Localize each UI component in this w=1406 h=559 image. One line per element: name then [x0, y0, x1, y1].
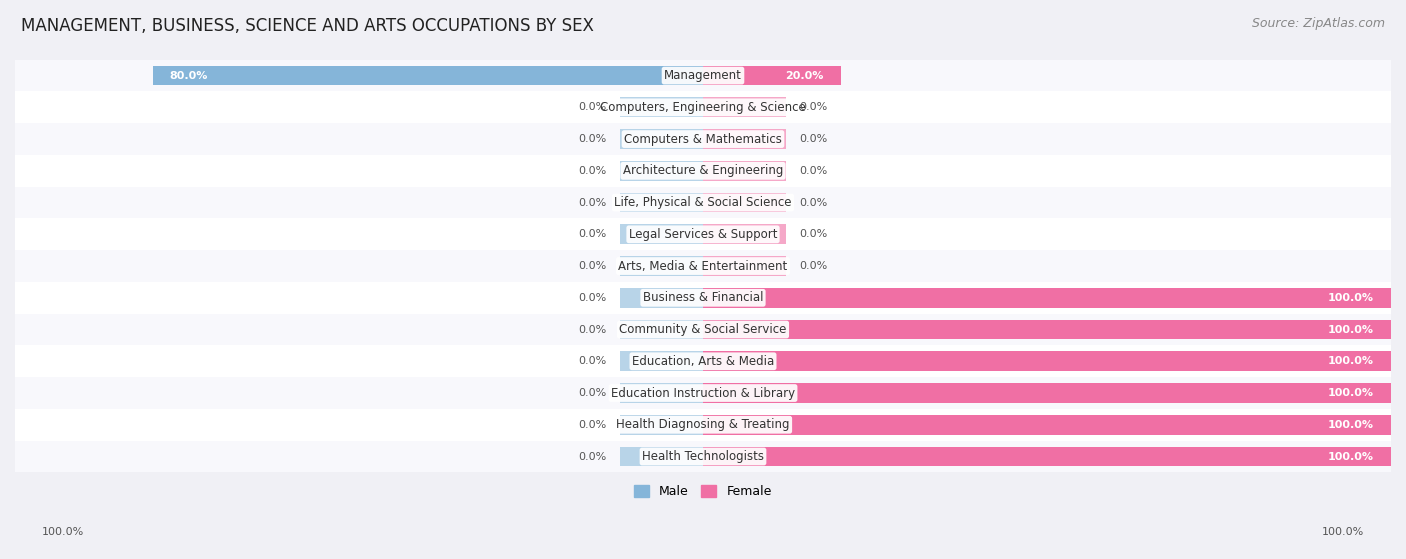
Text: Computers & Mathematics: Computers & Mathematics — [624, 132, 782, 145]
Bar — [15, 92, 1391, 123]
Text: 20.0%: 20.0% — [785, 70, 824, 80]
Text: 100.0%: 100.0% — [1327, 388, 1374, 398]
Bar — [703, 225, 786, 244]
Bar — [15, 60, 1391, 92]
Bar — [703, 352, 1391, 371]
Text: 100.0%: 100.0% — [1327, 325, 1374, 334]
Bar — [15, 250, 1391, 282]
Text: Legal Services & Support: Legal Services & Support — [628, 228, 778, 241]
Text: Business & Financial: Business & Financial — [643, 291, 763, 304]
Text: 0.0%: 0.0% — [578, 356, 606, 366]
Text: 0.0%: 0.0% — [800, 102, 828, 112]
Bar — [703, 256, 786, 276]
Text: Health Technologists: Health Technologists — [643, 450, 763, 463]
Text: 100.0%: 100.0% — [42, 527, 84, 537]
Text: 0.0%: 0.0% — [800, 134, 828, 144]
Text: 0.0%: 0.0% — [800, 166, 828, 176]
Bar — [703, 161, 786, 181]
Bar — [15, 187, 1391, 219]
Text: Education, Arts & Media: Education, Arts & Media — [631, 355, 775, 368]
Text: 0.0%: 0.0% — [578, 166, 606, 176]
Text: 100.0%: 100.0% — [1327, 293, 1374, 303]
Text: Source: ZipAtlas.com: Source: ZipAtlas.com — [1251, 17, 1385, 30]
Text: 0.0%: 0.0% — [578, 102, 606, 112]
Text: 0.0%: 0.0% — [578, 388, 606, 398]
Bar — [15, 219, 1391, 250]
Text: 100.0%: 100.0% — [1327, 452, 1374, 462]
Text: Computers, Engineering & Science: Computers, Engineering & Science — [600, 101, 806, 114]
Text: 0.0%: 0.0% — [578, 325, 606, 334]
Bar — [620, 225, 703, 244]
Bar — [620, 161, 703, 181]
Text: Community & Social Service: Community & Social Service — [619, 323, 787, 336]
Text: 0.0%: 0.0% — [578, 229, 606, 239]
Text: Arts, Media & Entertainment: Arts, Media & Entertainment — [619, 259, 787, 273]
Bar — [15, 282, 1391, 314]
Bar — [15, 377, 1391, 409]
Bar — [620, 415, 703, 434]
Bar — [703, 383, 1391, 403]
Bar — [620, 193, 703, 212]
Bar — [703, 97, 786, 117]
Text: Health Diagnosing & Treating: Health Diagnosing & Treating — [616, 418, 790, 431]
Bar — [620, 97, 703, 117]
Bar — [620, 288, 703, 307]
Text: 0.0%: 0.0% — [578, 293, 606, 303]
Bar — [703, 447, 1391, 466]
Bar — [703, 415, 1391, 434]
Bar — [703, 288, 1391, 307]
Bar — [15, 345, 1391, 377]
Text: 0.0%: 0.0% — [800, 261, 828, 271]
Bar — [620, 256, 703, 276]
Text: Life, Physical & Social Science: Life, Physical & Social Science — [614, 196, 792, 209]
Text: 0.0%: 0.0% — [800, 197, 828, 207]
Bar — [153, 66, 703, 86]
Text: 0.0%: 0.0% — [578, 261, 606, 271]
Text: 0.0%: 0.0% — [578, 197, 606, 207]
Bar — [620, 383, 703, 403]
Text: MANAGEMENT, BUSINESS, SCIENCE AND ARTS OCCUPATIONS BY SEX: MANAGEMENT, BUSINESS, SCIENCE AND ARTS O… — [21, 17, 593, 35]
Bar — [15, 155, 1391, 187]
Text: 100.0%: 100.0% — [1327, 420, 1374, 430]
Text: 80.0%: 80.0% — [170, 70, 208, 80]
Bar — [703, 66, 841, 86]
Bar — [15, 440, 1391, 472]
Text: 100.0%: 100.0% — [1322, 527, 1364, 537]
Bar — [620, 320, 703, 339]
Text: 0.0%: 0.0% — [578, 452, 606, 462]
Text: Education Instruction & Library: Education Instruction & Library — [612, 386, 794, 400]
Text: 0.0%: 0.0% — [800, 229, 828, 239]
Text: 0.0%: 0.0% — [578, 134, 606, 144]
Bar — [15, 409, 1391, 440]
Legend: Male, Female: Male, Female — [630, 480, 776, 503]
Bar — [703, 129, 786, 149]
Bar — [15, 314, 1391, 345]
Bar — [703, 193, 786, 212]
Bar — [703, 320, 1391, 339]
Bar — [15, 123, 1391, 155]
Text: 100.0%: 100.0% — [1327, 356, 1374, 366]
Text: Architecture & Engineering: Architecture & Engineering — [623, 164, 783, 177]
Text: Management: Management — [664, 69, 742, 82]
Bar — [620, 447, 703, 466]
Bar — [620, 129, 703, 149]
Bar — [620, 352, 703, 371]
Text: 0.0%: 0.0% — [578, 420, 606, 430]
